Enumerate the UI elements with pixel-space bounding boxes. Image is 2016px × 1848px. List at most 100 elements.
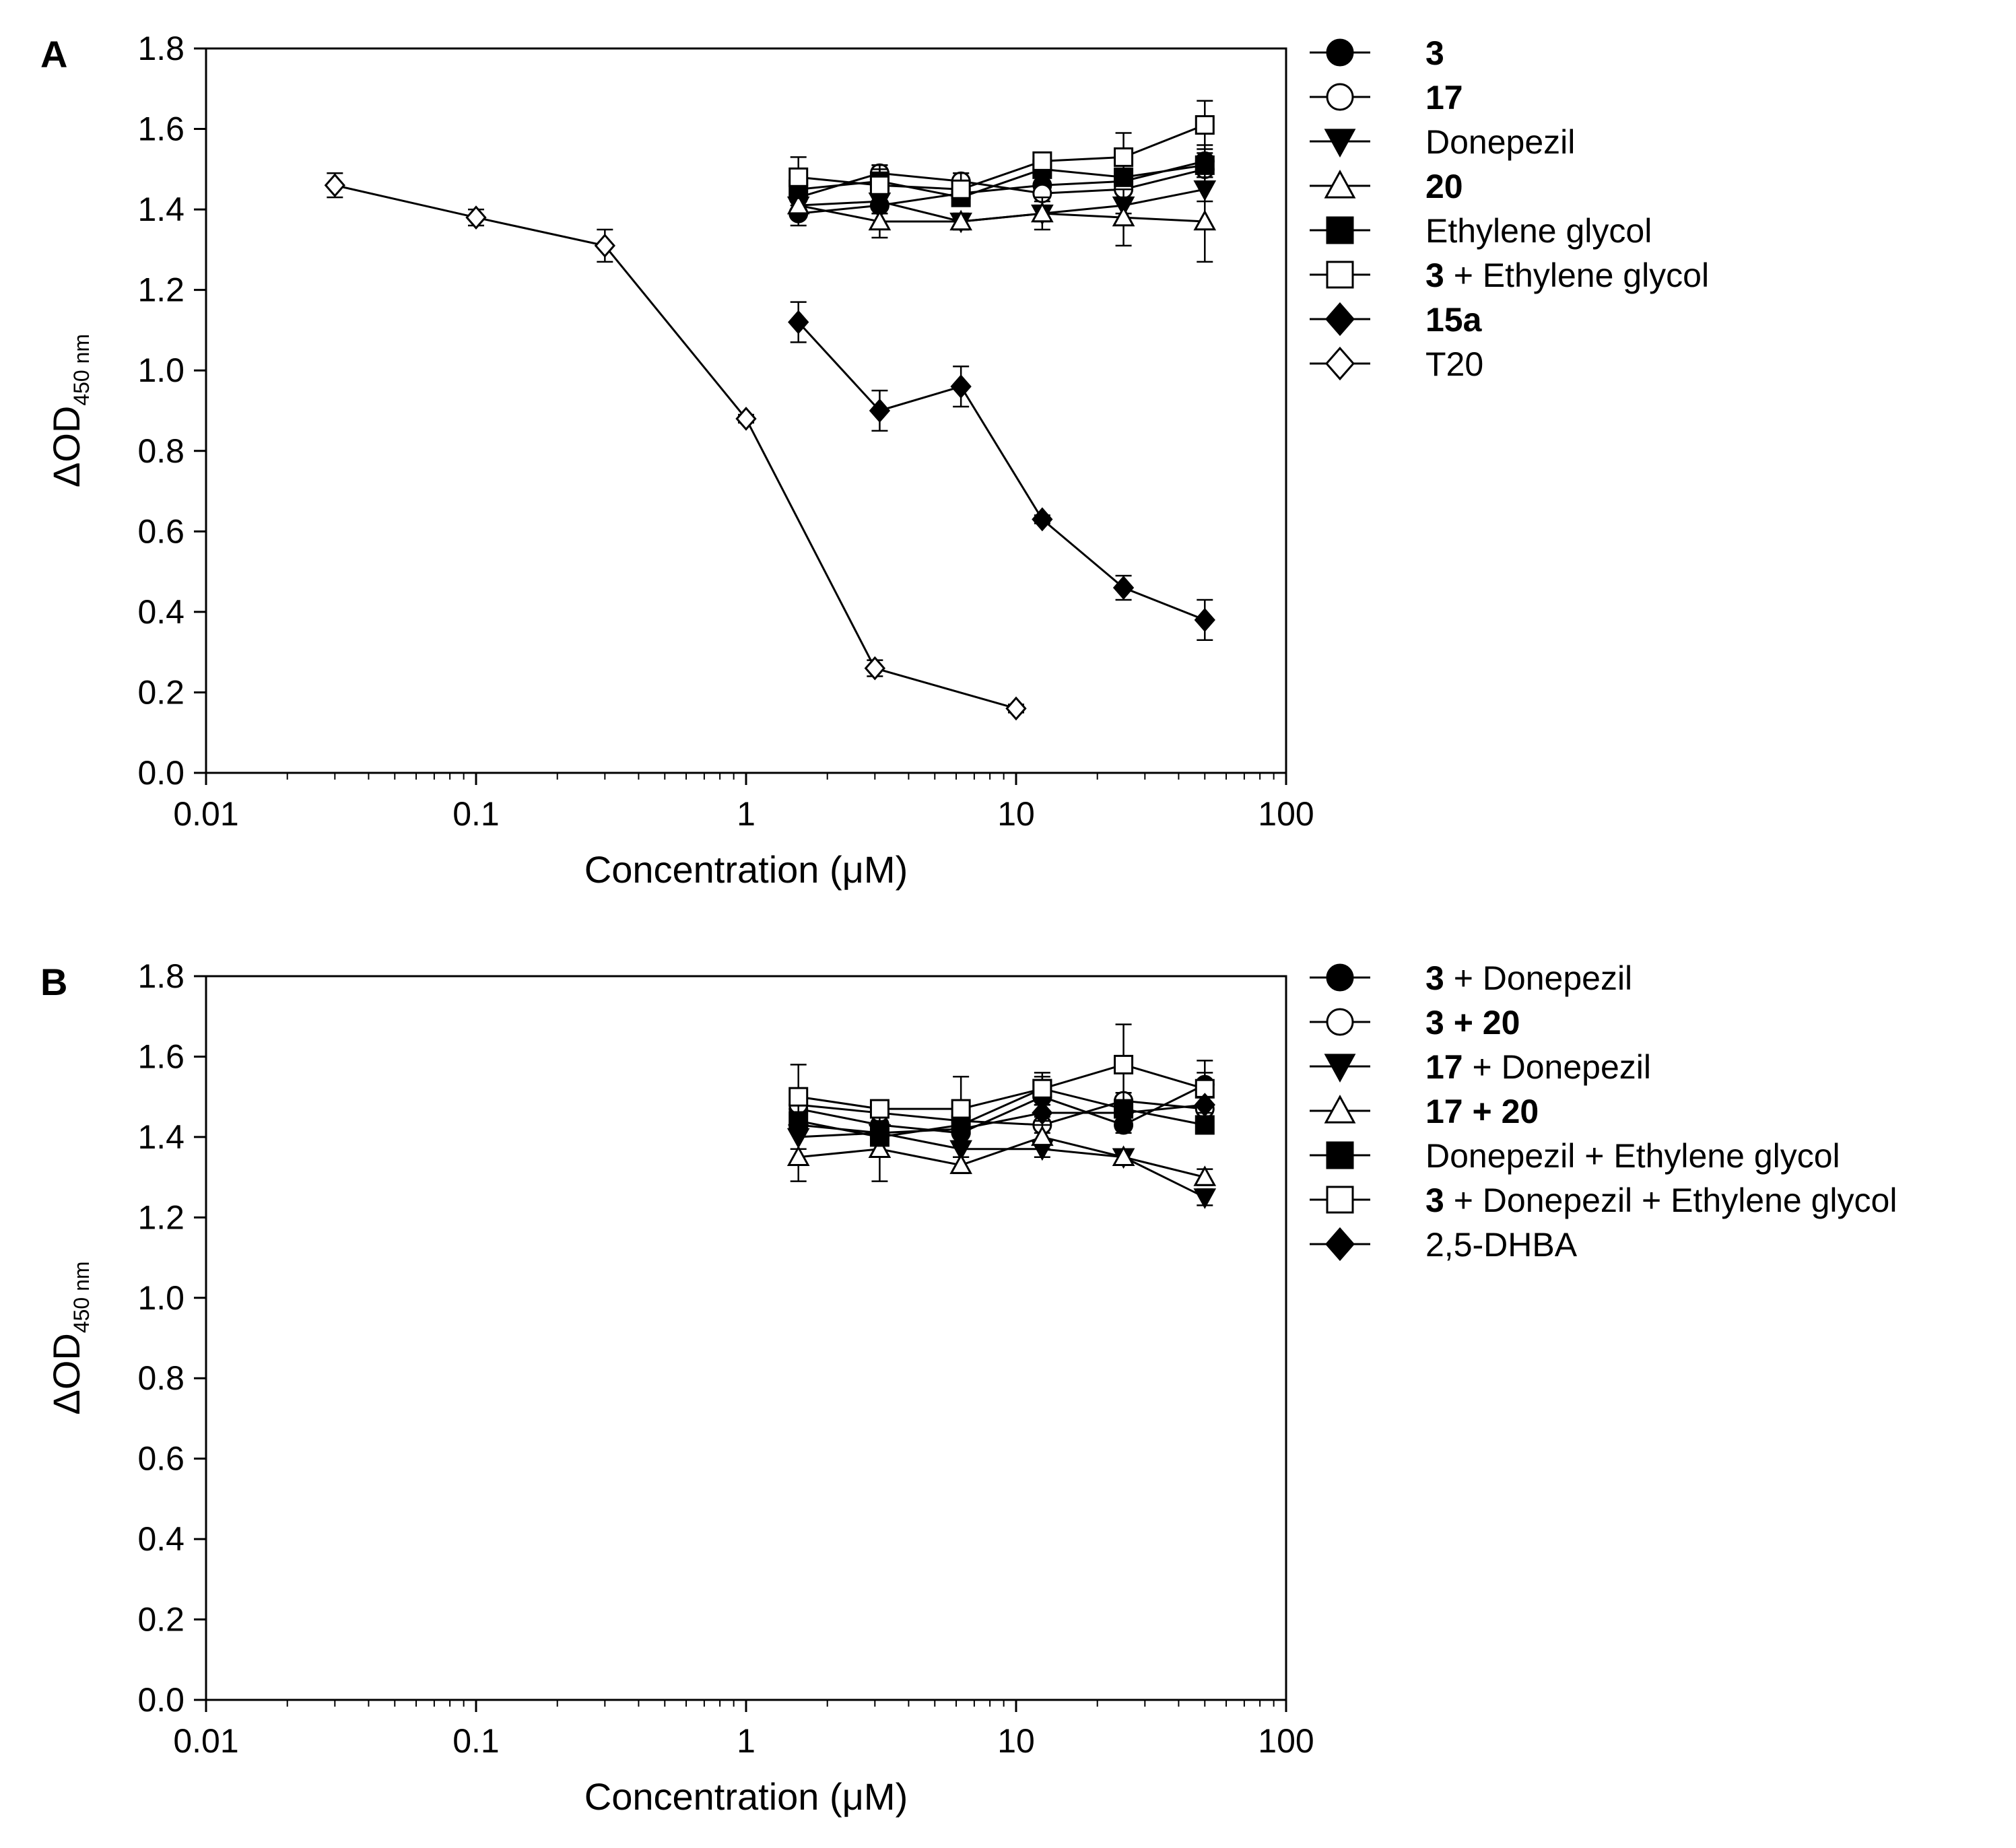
y-tick-label: 0.6 bbox=[137, 1440, 184, 1478]
data-point bbox=[1112, 1145, 1135, 1166]
x-tick-label: 0.01 bbox=[173, 1722, 238, 1760]
x-tick-label: 0.01 bbox=[173, 795, 238, 833]
y-tick-label: 1.4 bbox=[137, 191, 184, 228]
data-point bbox=[1031, 201, 1054, 223]
panel-label: B bbox=[40, 961, 67, 1003]
y-tick-label: 0.0 bbox=[137, 754, 184, 792]
data-point bbox=[1194, 1093, 1215, 1117]
data-point bbox=[1195, 1115, 1215, 1135]
legend-label: 17 bbox=[1425, 79, 1463, 116]
legend-marker bbox=[1326, 216, 1354, 244]
legend-label: 3 bbox=[1425, 34, 1444, 72]
y-tick-label: 1.2 bbox=[137, 1198, 184, 1236]
legend-marker bbox=[1324, 129, 1356, 158]
y-tick-label: 0.4 bbox=[137, 593, 184, 631]
data-point bbox=[1032, 507, 1053, 532]
series-line bbox=[798, 1099, 1205, 1126]
legend-marker bbox=[1326, 963, 1354, 992]
y-tick-label: 0.4 bbox=[137, 1520, 184, 1558]
legend-item: Ethylene glycol bbox=[1310, 212, 1652, 250]
data-point bbox=[869, 1121, 891, 1145]
data-point bbox=[465, 205, 487, 230]
legend-item: 17 bbox=[1310, 79, 1463, 116]
y-tick-label: 1.4 bbox=[137, 1118, 184, 1156]
legend-item: 3 + Donepezil bbox=[1310, 959, 1632, 997]
legend-label: 17 + Donepezil bbox=[1425, 1048, 1651, 1086]
legend-label: Ethylene glycol bbox=[1425, 212, 1652, 250]
legend-marker bbox=[1326, 261, 1354, 289]
x-tick-label: 0.1 bbox=[452, 795, 500, 833]
data-point bbox=[1114, 147, 1134, 167]
legend-item: T20 bbox=[1310, 345, 1483, 383]
data-point bbox=[1195, 115, 1215, 135]
series-3-ethylene-glycol bbox=[788, 100, 1215, 207]
legend-label: 3 + 20 bbox=[1425, 1004, 1520, 1041]
data-point bbox=[1005, 696, 1027, 721]
series-ethylene-glycol bbox=[788, 152, 1215, 207]
legend-marker bbox=[1326, 1186, 1354, 1214]
data-point bbox=[324, 173, 345, 198]
legend-label: Donepezil bbox=[1425, 123, 1575, 161]
data-point bbox=[1193, 1165, 1217, 1186]
legend-item: 3 + Ethylene glycol bbox=[1310, 256, 1709, 294]
legend-item: 20 bbox=[1310, 168, 1463, 205]
legend-item: 3 + 20 bbox=[1310, 1004, 1520, 1041]
legend-label: Donepezil + Ethylene glycol bbox=[1425, 1137, 1840, 1175]
series-line bbox=[797, 321, 1205, 621]
chart-panel-B: B 0.0 0.2 0.4 0.6 0.8 1.0 1.2 1.4 1.6 1.8 0.01 0.1 1 1… bbox=[40, 957, 1897, 1818]
y-tick-label: 0.2 bbox=[137, 673, 184, 711]
data-point bbox=[735, 407, 757, 431]
legend-label: 15a bbox=[1425, 301, 1483, 339]
chart-panel-A: A 0.0 0.2 0.4 0.6 0.8 1.0 1.2 1.4 1.6 1.8 0.01 0.1 1 1… bbox=[40, 30, 1709, 891]
legend-item: Donepezil bbox=[1310, 123, 1575, 161]
legend-marker bbox=[1325, 346, 1355, 381]
data-point bbox=[786, 1145, 810, 1166]
x-tick-label: 100 bbox=[1258, 1722, 1314, 1760]
y-tick-label: 1.0 bbox=[137, 351, 184, 389]
y-tick-label: 0.8 bbox=[137, 1359, 184, 1397]
series-3 bbox=[788, 144, 1215, 227]
x-axis-title: Concentration (μM) bbox=[584, 1775, 908, 1818]
data-point bbox=[864, 656, 885, 681]
series-line bbox=[798, 204, 1205, 223]
legend-item: 3 bbox=[1310, 34, 1444, 72]
y-tick-label: 1.6 bbox=[137, 1037, 184, 1075]
data-point bbox=[1194, 607, 1215, 632]
data-point bbox=[788, 310, 809, 335]
y-tick-label: 0.0 bbox=[137, 1681, 184, 1719]
legend-marker bbox=[1326, 1141, 1354, 1169]
legend-marker bbox=[1324, 1054, 1356, 1083]
data-point bbox=[868, 1137, 892, 1159]
y-axis-title: ΔOD450 nm bbox=[45, 1261, 94, 1414]
series-3-donepezil-ethylene-glycol bbox=[788, 1023, 1215, 1142]
data-point bbox=[788, 1113, 809, 1137]
y-tick-label: 0.6 bbox=[137, 512, 184, 550]
series-2-5-dhba bbox=[788, 1093, 1215, 1145]
data-point bbox=[950, 1117, 972, 1141]
legend-marker bbox=[1324, 1094, 1356, 1124]
series-line bbox=[798, 1083, 1205, 1134]
legend-item: 15a bbox=[1310, 301, 1483, 339]
series-17-20 bbox=[786, 1116, 1217, 1186]
data-point bbox=[1193, 1188, 1217, 1209]
series-line bbox=[798, 1063, 1205, 1110]
x-axis-title: Concentration (μM) bbox=[584, 848, 908, 891]
legend-item: 17 + 20 bbox=[1310, 1093, 1539, 1130]
data-point bbox=[1032, 1101, 1053, 1125]
series-line bbox=[334, 184, 1017, 710]
series-20 bbox=[786, 180, 1217, 263]
data-point bbox=[1032, 1079, 1052, 1099]
series-17 bbox=[788, 156, 1215, 207]
series-line bbox=[798, 164, 1205, 199]
legend-item: Donepezil + Ethylene glycol bbox=[1310, 1137, 1840, 1175]
series-line bbox=[798, 1087, 1205, 1138]
y-tick-label: 0.2 bbox=[137, 1601, 184, 1639]
legend-label: T20 bbox=[1425, 345, 1483, 383]
legend-marker bbox=[1326, 1008, 1354, 1036]
data-point bbox=[788, 167, 809, 187]
legend-marker bbox=[1325, 1227, 1355, 1262]
legend-marker bbox=[1325, 302, 1355, 337]
legend-marker bbox=[1326, 83, 1354, 111]
x-tick-label: 0.1 bbox=[452, 1722, 500, 1760]
